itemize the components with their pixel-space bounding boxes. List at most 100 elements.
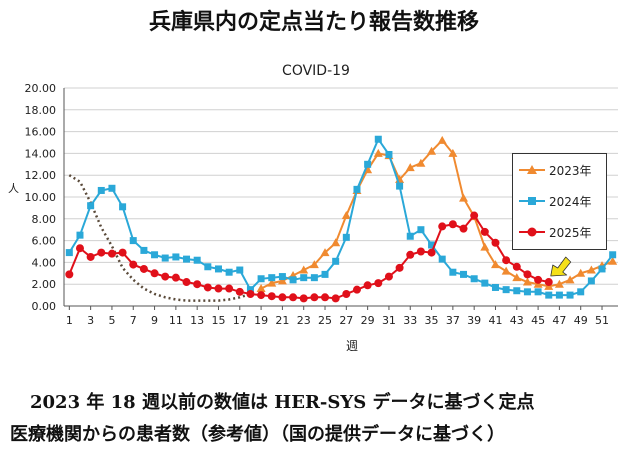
data-point [161,254,169,262]
data-point [268,274,276,282]
data-point [523,270,532,279]
data-point [310,274,318,282]
data-point [459,224,468,233]
circle-marker-icon [527,227,537,237]
data-point [236,266,244,274]
x-axis-label: 週 [346,339,358,353]
data-point [267,292,276,301]
data-point [416,247,425,256]
data-point [257,291,266,300]
data-point [576,268,586,277]
data-point [565,275,575,284]
y-tick-label: 12.00 [25,169,57,182]
x-tick-label: 5 [108,314,115,327]
data-point [256,284,266,293]
data-point [119,203,127,211]
data-point [459,193,469,202]
data-point [87,202,95,210]
series-2025 [65,211,553,303]
data-point [321,270,329,278]
series-reference [68,174,251,302]
data-point [331,238,341,247]
data-point [396,182,404,190]
x-tick-label: 49 [574,314,588,327]
data-point [267,278,277,287]
data-point [161,272,170,281]
data-point [480,242,490,251]
data-point [406,232,414,240]
x-tick-label: 13 [190,314,204,327]
data-point [587,277,595,285]
x-tick-label: 51 [595,314,609,327]
data-point [448,148,458,157]
data-point [342,290,351,299]
x-tick-label: 37 [446,314,460,327]
data-point [608,256,618,265]
data-point [491,283,499,291]
data-point [491,238,500,247]
x-tick-label: 47 [552,314,566,327]
data-point [204,263,212,271]
data-point [299,294,308,303]
data-point [183,255,191,263]
data-point [341,211,351,220]
data-point [246,290,255,299]
x-tick-label: 43 [510,314,524,327]
series-2024 [65,135,617,299]
data-point [139,264,148,273]
series-line [68,174,251,302]
x-tick-label: 19 [254,314,268,327]
x-tick-label: 31 [382,314,396,327]
data-point [405,163,415,172]
data-point [193,256,201,264]
data-point [554,279,564,288]
data-point [598,265,606,273]
data-point [342,233,350,241]
data-point [427,248,436,257]
x-tick-label: 21 [275,314,289,327]
data-point [352,285,361,294]
legend-label: 2024年 [549,194,592,209]
data-point [480,227,489,236]
data-point [172,253,180,261]
x-tick-label: 3 [87,314,94,327]
data-point [438,222,447,231]
x-tick-label: 41 [488,314,502,327]
x-tick-label: 29 [361,314,375,327]
data-point [428,241,436,249]
x-tick-label: 17 [233,314,247,327]
data-point [353,185,361,193]
legend-label: 2023年 [549,163,592,178]
data-point [363,281,372,290]
data-point [332,257,340,265]
data-point [278,273,286,281]
y-tick-label: 0.00 [32,300,57,313]
data-point [151,251,159,259]
y-tick-label: 8.00 [32,213,57,226]
data-point [150,269,159,278]
data-point [299,265,309,274]
data-point [609,251,617,259]
data-point [65,249,73,257]
x-tick-label: 23 [297,314,311,327]
data-point [501,266,511,275]
chart-title: COVID-19 [282,63,350,79]
y-tick-label: 18.00 [25,104,57,117]
data-point [310,293,319,302]
data-point [214,265,222,273]
data-point [277,276,287,285]
data-point [65,270,74,279]
y-tick-label: 10.00 [25,191,57,204]
data-point [321,293,330,302]
data-point [470,211,479,220]
series-line [68,137,614,297]
data-point [481,279,489,287]
data-point [385,150,393,158]
data-point [278,293,287,302]
series-line [260,138,614,290]
data-point [320,248,330,257]
x-tick-label: 45 [531,314,545,327]
data-point [107,249,116,258]
data-point [437,135,447,144]
data-point [374,279,383,288]
